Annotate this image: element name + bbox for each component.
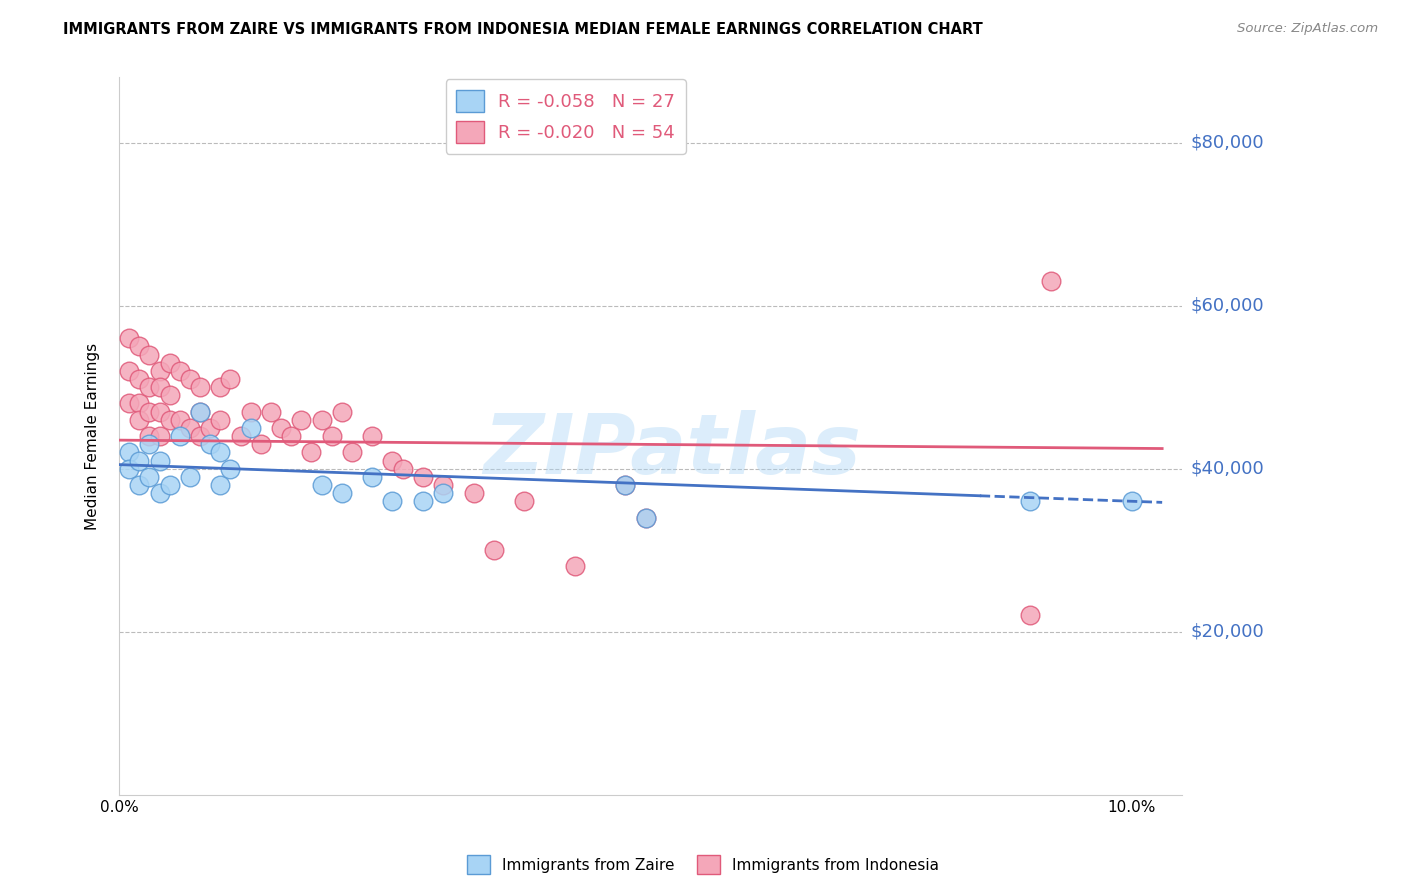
Point [179, 372, 201, 386]
Point [138, 380, 160, 394]
Point [128, 453, 150, 467]
Point [513, 494, 536, 508]
Point [118, 331, 141, 345]
Point [412, 494, 434, 508]
Point [198, 437, 221, 451]
Point [118, 445, 141, 459]
Point [138, 404, 160, 418]
Point [482, 543, 505, 558]
Point [188, 380, 211, 394]
Point [179, 421, 201, 435]
Point [209, 380, 232, 394]
Text: $40,000: $40,000 [1191, 459, 1264, 478]
Point [159, 356, 181, 370]
Point [128, 339, 150, 353]
Point [169, 429, 191, 443]
Point [614, 478, 637, 492]
Point [432, 486, 454, 500]
Point [229, 429, 252, 443]
Point [209, 445, 232, 459]
Point [270, 421, 292, 435]
Point [361, 429, 384, 443]
Point [159, 413, 181, 427]
Y-axis label: Median Female Earnings: Median Female Earnings [86, 343, 100, 530]
Text: ZIPatlas: ZIPatlas [484, 410, 860, 491]
Text: $80,000: $80,000 [1191, 134, 1264, 152]
Point [188, 404, 211, 418]
Point [330, 486, 353, 500]
Point [321, 429, 343, 443]
Point [159, 388, 181, 402]
Point [188, 429, 211, 443]
Point [118, 396, 141, 410]
Point [381, 453, 404, 467]
Point [138, 429, 160, 443]
Point [301, 445, 323, 459]
Point [128, 478, 150, 492]
Point [179, 470, 201, 484]
Point [209, 478, 232, 492]
Point [118, 364, 141, 378]
Point [340, 445, 363, 459]
Point [219, 372, 242, 386]
Point [311, 478, 333, 492]
Point [634, 510, 657, 524]
Point [239, 421, 262, 435]
Point [138, 470, 160, 484]
Point [280, 429, 302, 443]
Point [148, 453, 170, 467]
Text: Source: ZipAtlas.com: Source: ZipAtlas.com [1237, 22, 1378, 36]
Point [1019, 494, 1042, 508]
Point [138, 347, 160, 361]
Point [260, 404, 283, 418]
Legend: Immigrants from Zaire, Immigrants from Indonesia: Immigrants from Zaire, Immigrants from I… [461, 849, 945, 880]
Point [198, 421, 221, 435]
Point [169, 364, 191, 378]
Point [148, 404, 170, 418]
Point [148, 380, 170, 394]
Point [634, 510, 657, 524]
Point [209, 413, 232, 427]
Point [1121, 494, 1143, 508]
Point [564, 559, 586, 574]
Text: IMMIGRANTS FROM ZAIRE VS IMMIGRANTS FROM INDONESIA MEDIAN FEMALE EARNINGS CORREL: IMMIGRANTS FROM ZAIRE VS IMMIGRANTS FROM… [63, 22, 983, 37]
Point [391, 461, 413, 475]
Point [128, 396, 150, 410]
Point [290, 413, 312, 427]
Point [1039, 274, 1062, 288]
Point [128, 413, 150, 427]
Point [148, 486, 170, 500]
Point [432, 478, 454, 492]
Point [250, 437, 273, 451]
Point [330, 404, 353, 418]
Point [128, 372, 150, 386]
Text: $20,000: $20,000 [1191, 623, 1264, 640]
Point [361, 470, 384, 484]
Point [412, 470, 434, 484]
Point [463, 486, 485, 500]
Point [1019, 608, 1042, 623]
Point [311, 413, 333, 427]
Point [239, 404, 262, 418]
Text: $60,000: $60,000 [1191, 297, 1264, 315]
Point [381, 494, 404, 508]
Point [118, 461, 141, 475]
Point [148, 364, 170, 378]
Point [159, 478, 181, 492]
Point [188, 404, 211, 418]
Legend: R = -0.058   N = 27, R = -0.020   N = 54: R = -0.058 N = 27, R = -0.020 N = 54 [446, 79, 686, 154]
Point [614, 478, 637, 492]
Point [148, 429, 170, 443]
Point [138, 437, 160, 451]
Point [219, 461, 242, 475]
Point [169, 413, 191, 427]
